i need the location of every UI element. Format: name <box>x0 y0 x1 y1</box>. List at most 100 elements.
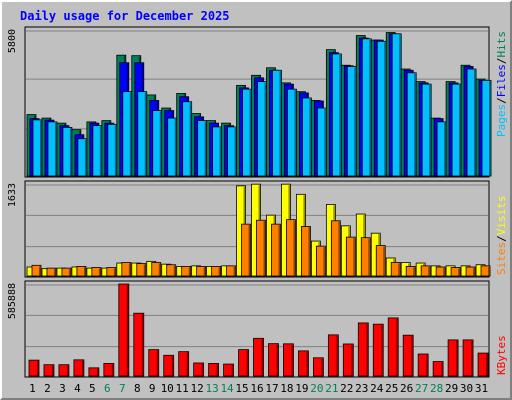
x-axis-label-day-24: 24 <box>370 382 384 395</box>
bar-sites-day-26 <box>405 266 416 277</box>
bar-kbytes-day-18 <box>283 343 294 377</box>
bar-shade <box>471 340 473 376</box>
bar-sites-day-10 <box>166 264 177 277</box>
bar-shade <box>353 238 355 276</box>
bar-sites-day-19 <box>301 226 311 277</box>
bar-shade <box>278 225 280 276</box>
bar-shade <box>441 362 443 376</box>
bar-kbytes-day-6 <box>103 363 115 377</box>
bar-sites-day-23 <box>360 237 371 277</box>
bar-shade <box>384 42 386 176</box>
bar-shade <box>234 127 237 176</box>
panel-kbytes: 585888 <box>7 280 490 378</box>
x-axis-label-day-11: 11 <box>176 382 189 395</box>
x-axis-label-day-30: 30 <box>460 382 473 395</box>
bar-kbytes-day-17 <box>268 343 279 377</box>
bar-shade <box>218 267 221 276</box>
bar-shade <box>324 109 326 176</box>
legend-entry: Hits <box>495 31 508 58</box>
bar-sites-day-28 <box>435 266 446 277</box>
bar-kbytes-day-14 <box>223 363 234 377</box>
bar-shade <box>261 339 264 376</box>
y-axis-max-label: 585888 <box>7 283 18 319</box>
bar-kbytes-day-30 <box>462 339 474 377</box>
bar-shade <box>338 221 340 276</box>
bar-kbytes-day-19 <box>298 350 309 377</box>
bar-shade <box>156 350 159 376</box>
bar-shade <box>144 92 147 176</box>
bar-kbytes-day-22 <box>342 343 354 377</box>
x-axis-label-day-8: 8 <box>134 382 141 395</box>
bar-shade <box>69 128 72 176</box>
bar-shade <box>233 266 236 276</box>
bar-sites-day-7 <box>121 262 132 277</box>
bar-shade <box>159 111 162 176</box>
x-axis-label-day-10: 10 <box>161 382 174 395</box>
bar-kbytes-day-25 <box>387 317 399 377</box>
x-axis-label-day-7: 7 <box>119 382 126 395</box>
bar-shade <box>473 267 475 276</box>
bar-kbytes-day-23 <box>357 322 369 377</box>
panel-border <box>24 280 490 378</box>
x-axis-label-day-25: 25 <box>385 382 398 395</box>
x-axis-label-day-15: 15 <box>235 382 248 395</box>
bar-shade <box>279 71 281 176</box>
bar-shade <box>276 344 278 376</box>
panel-visits-sites: 1633 <box>7 180 491 278</box>
bars <box>28 283 489 377</box>
bar-kbytes-day-7 <box>118 283 130 377</box>
bar-shade <box>113 268 116 276</box>
bar-sites-day-29 <box>450 267 461 277</box>
bar-shade <box>174 119 177 176</box>
legend-entry: Files <box>495 64 508 97</box>
bar-shade <box>351 344 353 376</box>
bar-shade <box>248 225 251 276</box>
bar-shade <box>158 263 161 276</box>
bar-shade <box>486 354 488 376</box>
bar-shade <box>444 122 446 176</box>
bar-shade <box>306 351 308 376</box>
bar-shade <box>126 285 129 376</box>
legend-entry: KBytes <box>495 335 508 375</box>
bar-shade <box>66 365 69 376</box>
bar-kbytes-day-2 <box>43 364 55 377</box>
bar-shade <box>366 323 368 376</box>
x-axis-label-day-1: 1 <box>29 382 36 395</box>
bars <box>26 32 492 177</box>
bar-kbytes-day-28 <box>432 361 444 377</box>
bar-kbytes-day-15 <box>238 349 249 377</box>
bar-shade <box>308 227 310 276</box>
bar-kbytes-day-3 <box>58 364 70 377</box>
bar-shade <box>216 364 219 376</box>
x-axis-label-day-21: 21 <box>325 382 338 395</box>
bar-shade <box>383 246 385 276</box>
bar-shade <box>81 360 84 376</box>
bar-shade <box>414 73 416 176</box>
bar-shade <box>458 268 460 276</box>
bar-kbytes-day-11 <box>178 351 190 377</box>
bar-shade <box>489 81 491 176</box>
bar-shade <box>98 268 101 276</box>
bar-shade <box>488 266 490 276</box>
bar-shade <box>413 267 415 276</box>
x-axis-label-day-27: 27 <box>415 382 428 395</box>
bar-sites-day-17 <box>271 223 281 277</box>
bar-sites-day-24 <box>375 245 386 277</box>
bar-sites-day-12 <box>196 266 207 277</box>
bar-sites-day-1 <box>31 264 42 277</box>
x-axis-label-day-20: 20 <box>310 382 323 395</box>
bar-sites-day-13 <box>211 266 222 277</box>
legend-entry: Visits <box>495 196 508 236</box>
y-axis-max-label: 5800 <box>7 29 18 53</box>
x-axis-label-day-6: 6 <box>104 382 111 395</box>
bar-shade <box>39 266 41 276</box>
legend-entry: / <box>495 235 508 242</box>
bar-shade <box>53 269 56 276</box>
bar-shade <box>114 125 117 176</box>
x-axis-label-day-12: 12 <box>191 382 204 395</box>
bar-sites-day-30 <box>465 266 476 277</box>
x-axis-label-day-23: 23 <box>355 382 368 395</box>
bar-kbytes-day-5 <box>88 367 100 377</box>
bar-shade <box>246 350 249 376</box>
bar-shade <box>411 336 413 376</box>
